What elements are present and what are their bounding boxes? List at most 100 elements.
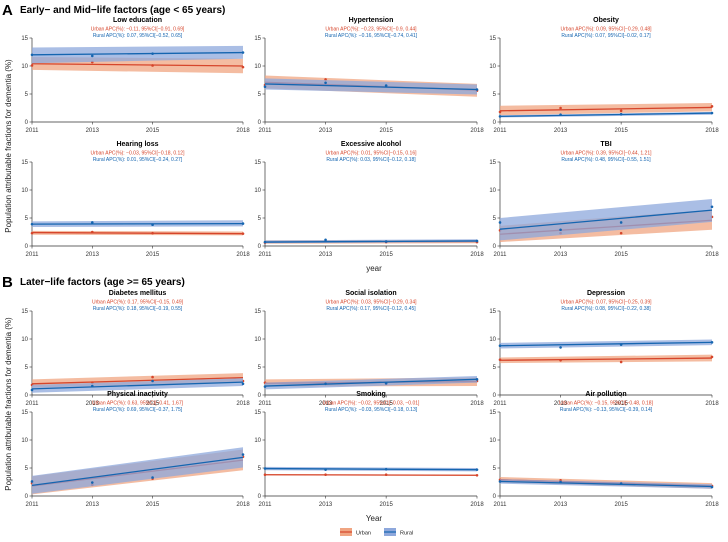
x-tick-label: 2011 bbox=[259, 401, 273, 407]
rural-apc-label: Rural APC(%): 0.07, 95%CI[−0.52, 0.65] bbox=[93, 33, 183, 39]
x-axis-label-a: year bbox=[366, 264, 382, 273]
x-tick-label: 2013 bbox=[319, 252, 333, 258]
urban-apc-label: Urban APC(%): 0.39, 95%CI[−0.44, 1.21] bbox=[560, 151, 652, 157]
rural-series bbox=[30, 447, 245, 494]
rural-apc-label: Rural APC(%): 0.18, 95%CI[−0.19, 0.55] bbox=[93, 306, 183, 312]
x-tick-label: 2018 bbox=[236, 128, 250, 134]
y-tick-label: 10 bbox=[254, 438, 261, 444]
urban-data-point bbox=[619, 360, 623, 364]
y-tick-label: 10 bbox=[21, 337, 28, 343]
urban-data-point bbox=[559, 106, 562, 110]
x-tick-label: 2011 bbox=[259, 128, 273, 134]
y-tick-label: 0 bbox=[493, 494, 497, 500]
panel-social-isolation: Social isolation Urban APC(%): 0.03, 95%C… bbox=[254, 290, 484, 407]
panel-smoking: Smoking Urban APC(%): −0.02, 95%CI[−0.03,… bbox=[254, 391, 484, 508]
panel-title: Hearing loss bbox=[116, 141, 158, 148]
y-tick-label: 0 bbox=[25, 494, 29, 500]
x-tick-label: 2011 bbox=[494, 401, 508, 407]
x-tick-label: 2018 bbox=[705, 401, 719, 407]
legend-urban-label: Urban bbox=[356, 531, 371, 537]
rural-series bbox=[30, 220, 245, 227]
rural-data-point bbox=[619, 221, 623, 224]
panel-low-education: Low education Urban APC(%): −0.11, 95%CI[… bbox=[21, 17, 250, 134]
rural-data-point bbox=[710, 111, 714, 115]
rural-data-point bbox=[324, 81, 327, 85]
y-tick-label: 10 bbox=[254, 188, 261, 194]
urban-apc-label: Urban APC(%): 0.01, 95%CI[−0.15, 0.16] bbox=[325, 151, 417, 157]
x-tick-label: 2015 bbox=[614, 252, 628, 258]
rural-data-point bbox=[710, 341, 714, 344]
rural-data-point bbox=[324, 382, 327, 386]
y-tick-label: 5 bbox=[25, 92, 29, 98]
rural-data-point bbox=[263, 467, 267, 470]
rural-series bbox=[498, 111, 714, 118]
rural-data-point bbox=[30, 53, 34, 57]
y-tick-label: 5 bbox=[25, 216, 29, 222]
rural-apc-label: Rural APC(%): 0.17, 95%CI[−0.12, 0.45] bbox=[326, 306, 416, 312]
rural-apc-label: Rural APC(%): −0.13, 95%CI[−0.39, 0.14] bbox=[560, 407, 653, 413]
rural-apc-label: Rural APC(%): −0.03, 95%CI[−0.18, 0.13] bbox=[325, 407, 418, 413]
panel-title: Social isolation bbox=[345, 290, 396, 297]
rural-series bbox=[263, 238, 479, 244]
y-tick-label: 0 bbox=[493, 393, 497, 399]
panel-excessive-alcohol: Excessive alcohol Urban APC(%): 0.01, 95%… bbox=[254, 141, 484, 258]
y-tick-label: 15 bbox=[254, 410, 261, 416]
x-tick-label: 2015 bbox=[379, 502, 393, 508]
legend: Urban Rural bbox=[340, 528, 413, 537]
rural-series bbox=[263, 466, 479, 472]
y-tick-label: 5 bbox=[258, 216, 262, 222]
urban-series bbox=[263, 473, 479, 477]
y-tick-label: 5 bbox=[493, 216, 497, 222]
y-tick-label: 15 bbox=[254, 309, 261, 315]
y-tick-label: 15 bbox=[21, 160, 28, 166]
rural-trend-line bbox=[499, 112, 713, 118]
y-tick-label: 5 bbox=[493, 365, 497, 371]
y-tick-label: 0 bbox=[493, 244, 497, 250]
rural-trend-line bbox=[31, 381, 244, 390]
urban-apc-label: Urban APC(%): 0.17, 95%CI[−0.15, 0.49] bbox=[92, 300, 184, 306]
urban-apc-label: Urban APC(%): −0.11, 95%CI[−0.91, 0.69] bbox=[91, 27, 185, 33]
rural-data-point bbox=[90, 221, 94, 224]
y-tick-label: 5 bbox=[25, 365, 29, 371]
rural-data-point bbox=[475, 88, 479, 91]
x-tick-label: 2015 bbox=[614, 128, 628, 134]
rural-data-point bbox=[498, 480, 502, 483]
urban-apc-label: Urban APC(%): 0.07, 95%CI[−0.25, 0.39] bbox=[560, 300, 652, 306]
rural-data-point bbox=[384, 467, 388, 471]
panel-diabetes-mellitus: Diabetes mellitus Urban APC(%): 0.17, 95%… bbox=[21, 290, 250, 407]
rural-series bbox=[30, 45, 245, 64]
urban-data-point bbox=[151, 375, 154, 379]
y-tick-label: 15 bbox=[254, 160, 261, 166]
panel-physical-inactivity: Physical inactivity Urban APC(%): 0.63, 9… bbox=[21, 391, 250, 508]
panel-title: TBI bbox=[600, 141, 611, 148]
y-tick-label: 5 bbox=[493, 466, 497, 472]
x-tick-label: 2015 bbox=[146, 401, 160, 407]
rural-data-point bbox=[559, 346, 562, 349]
rural-data-point bbox=[151, 52, 154, 55]
urban-data-point bbox=[498, 358, 502, 362]
x-tick-label: 2015 bbox=[379, 128, 393, 134]
x-tick-label: 2011 bbox=[26, 401, 40, 407]
rural-apc-label: Rural APC(%): 0.07, 95%CI[−0.02, 0.17] bbox=[561, 33, 651, 39]
x-tick-label: 2011 bbox=[494, 252, 508, 258]
rural-data-point bbox=[384, 84, 388, 87]
urban-apc-label: Urban APC(%): 0.63, 95%CI[−0.41, 1.67] bbox=[92, 401, 184, 407]
rural-ci-band bbox=[32, 45, 243, 64]
x-tick-label: 2011 bbox=[494, 128, 508, 134]
rural-apc-label: Rural APC(%): 0.01, 95%CI[−0.24, 0.27] bbox=[93, 157, 183, 163]
rural-apc-label: Rural APC(%): 0.03, 95%CI[−0.12, 0.18] bbox=[326, 157, 416, 163]
urban-apc-label: Urban APC(%): −0.23, 95%CI[−0.9, 0.44] bbox=[325, 27, 417, 33]
rural-data-point bbox=[151, 476, 154, 479]
urban-data-point bbox=[30, 64, 34, 67]
y-tick-label: 10 bbox=[254, 64, 261, 70]
panel-hearing-loss: Hearing loss Urban APC(%): −0.03, 95%CI[−… bbox=[21, 141, 250, 258]
panel-title: Air pollution bbox=[585, 391, 626, 398]
panels: Low education Urban APC(%): −0.11, 95%CI[… bbox=[21, 17, 719, 508]
rural-series bbox=[263, 375, 479, 390]
rural-data-point bbox=[30, 480, 34, 483]
x-tick-label: 2015 bbox=[146, 502, 160, 508]
urban-apc-label: Urban APC(%): −0.02, 95%CI[−0.03, −0.01] bbox=[323, 401, 420, 407]
y-tick-label: 5 bbox=[25, 466, 29, 472]
rural-data-point bbox=[384, 381, 388, 385]
x-tick-label: 2018 bbox=[236, 252, 250, 258]
